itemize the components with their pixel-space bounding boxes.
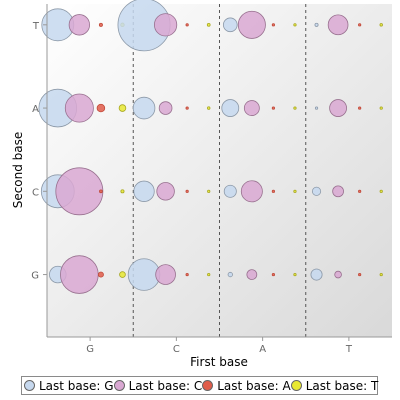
bubble-point [379,106,383,110]
bubble-point [223,184,237,198]
legend-label: Last base: C [128,378,203,393]
bubble-point [153,13,178,37]
bubble-point [293,272,297,277]
x-tick-label: A [259,344,266,355]
legend-item: Last base: A [202,378,291,393]
bubble-point [240,180,263,203]
y-tick-label: G [31,271,39,282]
bubble-point [118,104,127,112]
bubble-point [185,106,189,110]
bubble-point [156,182,175,201]
bubble-point [334,270,342,279]
bubble-point [310,268,323,281]
x-axis-title: First base [190,355,248,369]
bubble-point [119,271,126,278]
y-tick-label: A [32,104,39,115]
bubble-point [327,14,349,36]
x-tick-label: G [86,344,94,355]
legend-label: Last base: A [217,378,291,393]
bubble-point [271,23,276,27]
legend-item: Last base: T [290,378,379,393]
bubble-point [227,271,233,278]
bubble-point [207,106,211,110]
bubble-point [358,106,362,110]
bubble-point [185,272,189,277]
bubble-point [132,96,156,120]
legend-swatch [113,380,125,391]
bubble-point [207,272,211,277]
x-tick-label: C [173,344,180,355]
bubble-point [293,189,297,193]
legend-item: Last base: G [24,379,114,393]
bubble-point [207,189,211,193]
bubble-point [97,271,104,278]
bubble-point [358,272,362,277]
bubble-point [158,101,173,115]
bubble-point [314,106,319,110]
bubble-point [223,17,238,33]
bubble-point [185,23,189,27]
legend-swatch [202,380,214,391]
bubble-point [271,106,276,110]
bubble-point [358,23,362,27]
bubble-point [332,185,344,198]
bubble-point [311,186,322,196]
bubble-point [379,272,383,277]
y-axis-title: Second base [11,132,25,209]
legend-label: Last base: G [39,378,114,393]
bubble-point [379,189,383,193]
bubble-point [64,93,94,123]
y-tick-label: T [32,21,40,32]
bubble-point [314,22,319,27]
y-tick-label: C [32,187,39,198]
bubble-point [358,189,362,193]
bubble-point [379,23,383,27]
bubble-point [271,272,276,277]
bubble-point [155,264,176,285]
bubble-point [329,99,347,117]
bubble-point [243,100,260,116]
bubble-point [120,189,125,194]
bubble-point [206,22,211,27]
bubble-point [293,23,297,27]
bubble-point [221,99,240,117]
legend-label: Last base: T [305,378,379,393]
bubble-point [96,103,106,113]
legend-item: Last base: C [113,378,203,393]
bubble-point [237,10,266,39]
bubble-point [246,269,258,280]
bubble-point [127,258,161,291]
bubble-point [133,180,155,202]
bubble-point [98,22,103,27]
legend-swatch [24,380,35,391]
bubble-point [271,189,276,193]
bubble-point [99,189,103,194]
x-tick-label: T [345,344,353,355]
legend-swatch [290,380,302,391]
bubble-point [60,255,99,294]
bubble-point [293,106,297,110]
legend: Last base: G Last base: C Last base: A Last… [21,376,378,395]
bubble-point [55,167,104,216]
bubble-point [185,189,189,193]
bubble-point [68,14,90,36]
